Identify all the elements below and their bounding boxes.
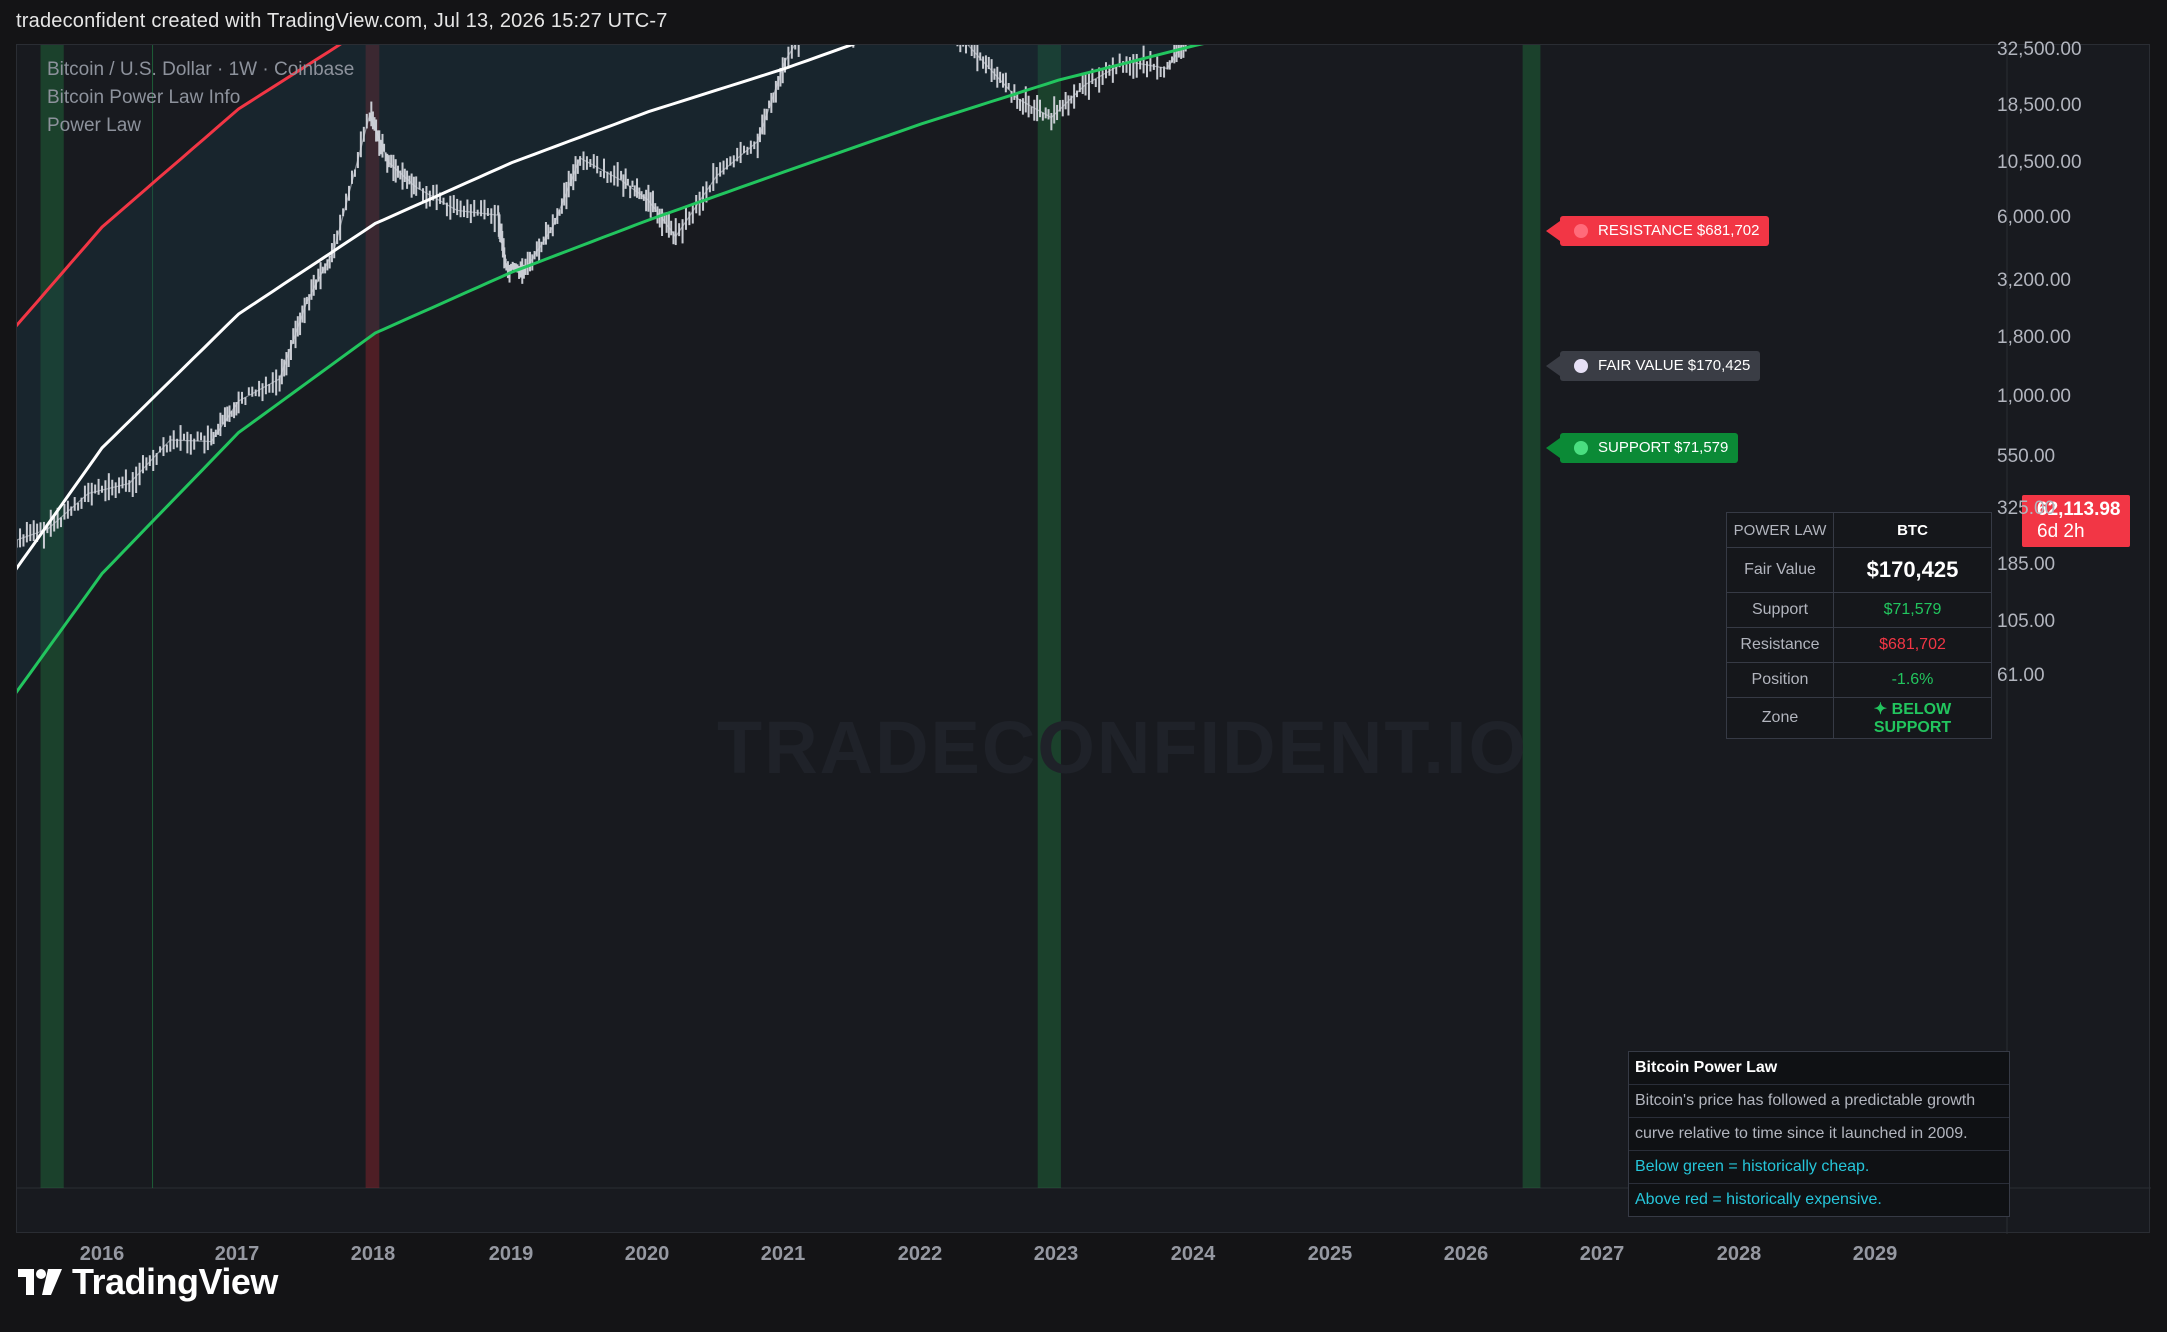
price-line [17, 45, 1183, 541]
support-dot-icon [1574, 441, 1588, 455]
x-tick-label: 2026 [1443, 1243, 1489, 1265]
row-label-zone: Zone [1726, 697, 1834, 739]
chart-frame[interactable]: Bitcoin / U.S. Dollar · 1W · Coinbase Bi… [16, 39, 2151, 1265]
info-table: Bitcoin Power Law Bitcoin's price has fo… [1628, 1051, 2010, 1217]
resistance-label: RESISTANCE $681,702 [1545, 216, 1770, 246]
highlight-band-3 [1522, 45, 1541, 1188]
x-tick-label: 2025 [1307, 1243, 1353, 1265]
legend-indicator[interactable]: Bitcoin Power Law Info [47, 87, 241, 108]
x-tick-label: 2019 [488, 1243, 534, 1265]
y-tick-label: 32,500.00 [1997, 39, 2082, 61]
x-tick-label: 2018 [350, 1243, 396, 1265]
highlight-band-1 [365, 45, 380, 1188]
row-label-support: Support [1726, 592, 1834, 628]
fair-value-label: FAIR VALUE $170,425 [1545, 351, 1761, 381]
info-line-3: Below green = historically cheap. [1629, 1151, 2009, 1184]
x-tick-label: 2022 [897, 1243, 943, 1265]
x-tick-label: 2028 [1716, 1243, 1762, 1265]
x-tick-label: 2017 [214, 1243, 260, 1265]
support-line [17, 45, 1205, 694]
x-tick-label: 2029 [1852, 1243, 1898, 1265]
x-tick-label: 2027 [1579, 1243, 1625, 1265]
y-tick-label: 3,200.00 [1997, 270, 2071, 292]
x-tick-label: 2021 [760, 1243, 806, 1265]
power-law-table: POWER LAW BTC Fair Value $170,425 Suppor… [1726, 512, 1992, 739]
y-tick-label: 10,500.00 [1997, 151, 2082, 173]
row-value-zone: ✦ BELOW SUPPORT [1833, 697, 1992, 739]
y-tick-label: 105.00 [1997, 610, 2056, 632]
y-tick-label: 61.00 [1997, 664, 2045, 686]
watermark: TRADECONFIDENT.IO [717, 706, 1528, 789]
resistance-line [17, 45, 342, 328]
fair-value-dot-icon [1574, 359, 1588, 373]
row-value-position: -1.6% [1833, 662, 1992, 698]
x-tick-label: 2016 [79, 1243, 125, 1265]
bar-countdown: 6d 2h [2037, 521, 2085, 542]
current-price-badge: 62,113.98 6d 2h [2022, 495, 2130, 547]
row-value-fair-value: $170,425 [1833, 547, 1992, 593]
highlight-band-0 [40, 45, 64, 1188]
y-tick-label: 18,500.00 [1997, 95, 2082, 117]
chart-canvas[interactable] [17, 45, 2151, 1234]
table-header-btc: BTC [1833, 512, 1992, 548]
y-tick-label: 1,800.00 [1997, 327, 2071, 349]
channel-fill [17, 45, 1198, 692]
info-title: Bitcoin Power Law [1629, 1052, 2009, 1085]
y-tick-label: 6,000.00 [1997, 207, 2071, 229]
tradingview-wordmark: TradingView [72, 1261, 278, 1302]
x-tick-label: 2024 [1170, 1243, 1216, 1265]
table-header-power-law: POWER LAW [1726, 512, 1834, 548]
info-line-4: Above red = historically expensive. [1635, 1191, 1882, 1208]
row-label-fair-value: Fair Value [1726, 547, 1834, 593]
tradingview-logo[interactable]: TradingView [18, 1261, 278, 1302]
row-value-support: $71,579 [1833, 592, 1992, 628]
resistance-label-text: RESISTANCE $681,702 [1598, 222, 1760, 239]
info-line-2: curve relative to time since it launched… [1629, 1118, 2009, 1151]
info-line-1: Bitcoin's price has followed a predictab… [1629, 1085, 2009, 1118]
row-value-resistance: $681,702 [1833, 627, 1992, 663]
highlight-band-2 [1037, 45, 1061, 1188]
row-label-position: Position [1726, 662, 1834, 698]
x-tick-label: 2023 [1033, 1243, 1079, 1265]
y-tick-label: 1,000.00 [1997, 386, 2071, 407]
current-price: 62,113.98 [2037, 499, 2121, 520]
legend-study[interactable]: Power Law [47, 115, 141, 136]
resistance-dot-icon [1574, 224, 1588, 238]
support-label-text: SUPPORT $71,579 [1598, 439, 1729, 456]
y-tick-label: 325.00 [1997, 498, 2056, 520]
row-label-resistance: Resistance [1726, 627, 1834, 663]
y-tick-label: 550.00 [1997, 445, 2056, 467]
chart-header: tradeconfident created with TradingView.… [16, 10, 668, 32]
fair-value-label-text: FAIR VALUE $170,425 [1598, 357, 1751, 374]
support-label: SUPPORT $71,579 [1545, 433, 1739, 463]
tradingview-logo-icon [18, 1269, 62, 1295]
x-tick-label: 2020 [624, 1243, 670, 1265]
y-tick-label: 185.00 [1997, 554, 2056, 576]
fair-value-line [17, 45, 856, 571]
legend-symbol[interactable]: Bitcoin / U.S. Dollar · 1W · Coinbase [47, 59, 355, 80]
